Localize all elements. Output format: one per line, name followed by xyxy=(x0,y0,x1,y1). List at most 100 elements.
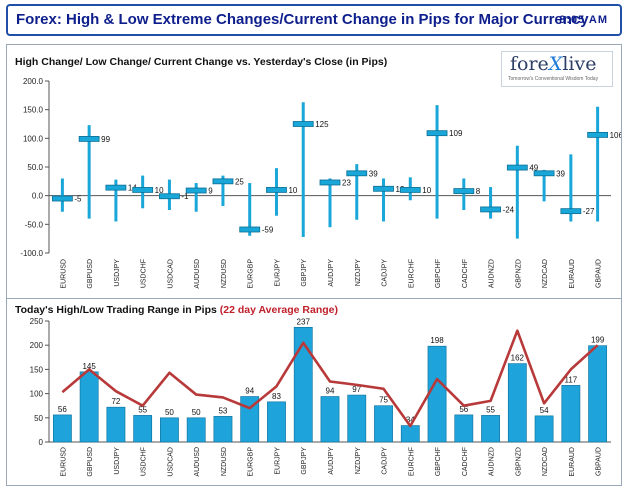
data-label: 117 xyxy=(564,375,577,384)
category-label: EURCHF xyxy=(408,447,415,476)
category-label: EURJPY xyxy=(274,259,281,287)
current-marker xyxy=(185,187,207,194)
category-label: GBPNZD xyxy=(515,259,522,288)
y-tick-label: -100.0 xyxy=(20,249,43,258)
data-label: -1 xyxy=(181,192,189,201)
category-label: EURGBP xyxy=(248,447,255,477)
current-marker xyxy=(560,208,582,215)
range-bar xyxy=(52,414,72,443)
data-label: 8 xyxy=(476,187,481,196)
category-label: NZDUSD xyxy=(221,259,228,288)
y-tick-label: 0.0 xyxy=(32,192,44,201)
range-bar xyxy=(481,415,500,443)
category-label: AUDUSD xyxy=(194,447,201,477)
data-label: 97 xyxy=(352,385,361,394)
category-label: NZDCAD xyxy=(542,259,549,288)
data-label: 39 xyxy=(369,169,378,178)
range-bar xyxy=(106,406,126,443)
current-marker xyxy=(78,136,100,142)
category-label: GBPUSD xyxy=(87,259,94,289)
data-label: 72 xyxy=(111,397,120,406)
data-label: 94 xyxy=(326,387,335,396)
data-label: -5 xyxy=(74,195,82,204)
category-label: NZDJPY xyxy=(355,447,362,475)
data-label: 10 xyxy=(288,186,297,195)
category-label: EURUSD xyxy=(60,259,67,289)
category-label: CADCHF xyxy=(462,259,469,288)
category-label: AUDJPY xyxy=(328,259,335,287)
range-bar xyxy=(400,425,420,443)
category-label: EURAUD xyxy=(569,259,576,289)
range-bar xyxy=(267,401,286,443)
category-label: AUDNZD xyxy=(489,259,496,288)
category-label: GBPCHF xyxy=(435,447,442,476)
category-label: EURAUD xyxy=(569,447,576,477)
data-label: 50 xyxy=(165,408,174,417)
current-marker xyxy=(480,206,501,213)
current-marker xyxy=(132,187,154,193)
current-marker xyxy=(51,195,73,202)
trading-range-chart-title: Today's High/Low Trading Range in Pips (… xyxy=(15,304,339,316)
current-marker xyxy=(587,131,609,138)
data-label: 25 xyxy=(235,177,244,186)
data-label: 198 xyxy=(430,336,444,345)
data-label: 99 xyxy=(101,135,110,144)
range-bar xyxy=(427,345,447,443)
trading-range-chart-panel: Today's High/Low Trading Range in Pips (… xyxy=(6,298,622,486)
range-bar xyxy=(240,396,260,443)
category-label: GBPNZD xyxy=(515,447,522,476)
range-bar xyxy=(213,416,233,443)
y-tick-label: 250 xyxy=(30,317,44,326)
range-bar xyxy=(374,405,393,443)
current-marker xyxy=(399,187,421,193)
forexlive-logo: foreXlive Tomorrow's Conventional Wisdom… xyxy=(501,51,613,87)
data-label: 75 xyxy=(379,396,388,405)
category-label: GBPAUD xyxy=(596,259,603,288)
category-label: AUDUSD xyxy=(194,259,201,289)
y-tick-label: 200.0 xyxy=(23,77,44,86)
y-tick-label: 50.0 xyxy=(27,163,43,172)
data-label: 23 xyxy=(342,178,351,187)
current-marker xyxy=(506,164,528,171)
category-label: USDCAD xyxy=(167,447,174,477)
category-label: NZDCAD xyxy=(542,447,549,476)
pip-change-chart: 200.0 150.0 100.0 50.0 0.0 -50.0 -100.0 -5 EURUS… xyxy=(20,77,621,289)
header-bar: Forex: High & Low Extreme Changes/Curren… xyxy=(6,4,622,36)
category-label: GBPCHF xyxy=(435,259,442,288)
data-label: 49 xyxy=(529,164,538,173)
data-label: 94 xyxy=(245,387,254,396)
range-bar xyxy=(347,394,367,443)
data-label: -24 xyxy=(503,205,515,214)
data-label: 55 xyxy=(486,405,495,414)
data-label: 50 xyxy=(192,408,201,417)
pip-change-chart-panel: High Change/ Low Change/ Current Change … xyxy=(6,44,622,299)
data-label: 34 xyxy=(406,416,415,425)
y-tick-label: 150.0 xyxy=(23,106,44,115)
category-label: AUDJPY xyxy=(328,447,335,475)
category-label: USDCAD xyxy=(167,259,174,289)
data-label: 145 xyxy=(82,362,96,371)
category-label: CADCHF xyxy=(462,447,469,476)
range-bar xyxy=(588,345,608,443)
current-marker xyxy=(373,185,394,192)
category-label: NZDJPY xyxy=(355,259,362,287)
data-label: 199 xyxy=(591,336,605,345)
current-marker xyxy=(426,130,448,137)
timestamp: 8:05 AM xyxy=(559,14,608,26)
category-label: USDCHF xyxy=(141,447,148,476)
category-label: GBPJPY xyxy=(301,259,308,287)
data-label: 56 xyxy=(459,405,468,414)
current-marker xyxy=(266,187,287,193)
data-label: -59 xyxy=(262,225,274,234)
category-label: USDJPY xyxy=(114,259,121,287)
range-bar xyxy=(320,396,340,443)
data-label: 39 xyxy=(556,169,565,178)
current-marker xyxy=(239,226,261,233)
category-label: GBPJPY xyxy=(301,447,308,475)
category-label: USDCHF xyxy=(141,259,148,288)
current-marker xyxy=(533,170,555,177)
data-label: 53 xyxy=(218,406,227,415)
range-bar xyxy=(293,326,313,443)
data-label: 9 xyxy=(208,187,213,196)
data-label: 106 xyxy=(610,131,621,140)
